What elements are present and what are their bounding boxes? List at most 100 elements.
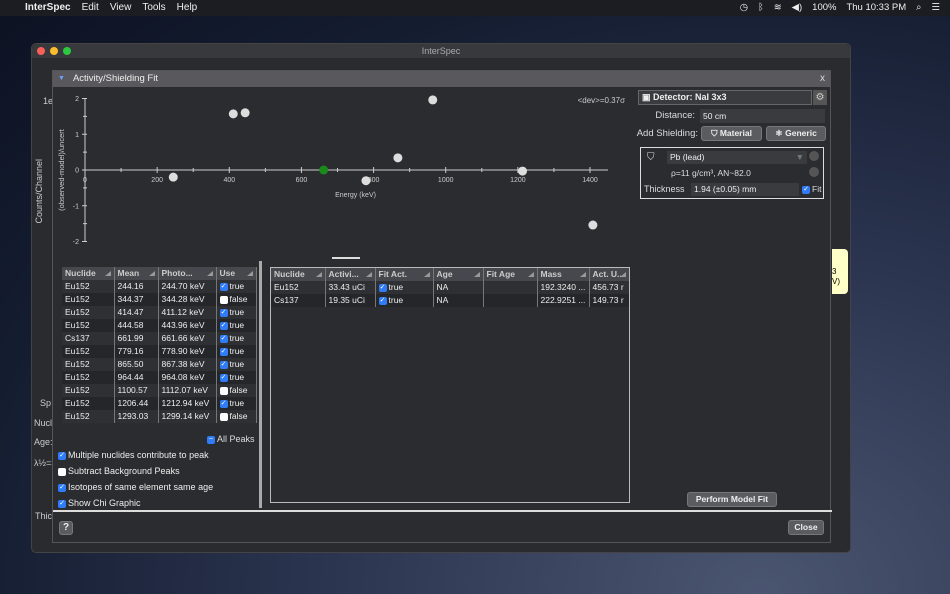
option-checkbox[interactable]: ✓ Multiple nuclides contribute to peak bbox=[58, 450, 209, 460]
zoom-window-button[interactable] bbox=[63, 47, 71, 55]
battery-status[interactable]: 100% bbox=[812, 2, 837, 13]
peak-row[interactable]: Eu152 1206.44 1212.94 keV ✓ true bbox=[62, 397, 257, 410]
collapse-icon[interactable]: ▼ bbox=[58, 75, 65, 82]
fit-activity-checkbox[interactable]: ✓ true bbox=[375, 281, 434, 294]
col-header[interactable]: Mean bbox=[114, 267, 159, 280]
perform-model-fit-button[interactable]: Perform Model Fit bbox=[687, 492, 777, 507]
use-checkbox[interactable]: ✓ true bbox=[216, 371, 257, 384]
sort-icon[interactable] bbox=[148, 271, 155, 276]
col-header[interactable]: Activi... bbox=[325, 268, 376, 281]
fit-activity-checkbox[interactable]: ✓ true bbox=[375, 294, 434, 307]
option-checkbox[interactable]: Subtract Background Peaks bbox=[58, 465, 180, 477]
minimize-window-button[interactable] bbox=[50, 47, 58, 55]
menu-edit[interactable]: Edit bbox=[81, 2, 99, 13]
data-point bbox=[240, 108, 250, 118]
menu-tools[interactable]: Tools bbox=[142, 2, 166, 13]
photopeak-cell: 964.08 keV bbox=[158, 371, 217, 384]
col-header[interactable]: Nuclide bbox=[271, 268, 326, 281]
use-checkbox[interactable]: false bbox=[216, 410, 257, 423]
sort-icon[interactable] bbox=[579, 272, 586, 277]
add-material-button[interactable]: ⛉ Material bbox=[701, 126, 762, 141]
peak-row[interactable]: Eu152 964.44 964.08 keV ✓ true bbox=[62, 371, 257, 384]
peak-row[interactable]: Eu152 1293.03 1299.14 keV false bbox=[62, 410, 257, 423]
sort-icon[interactable] bbox=[619, 272, 626, 277]
wifi-icon[interactable]: ≋ bbox=[773, 2, 782, 13]
peak-row[interactable]: Eu152 344.37 344.28 keV false bbox=[62, 293, 257, 306]
clock[interactable]: Thu 10:33 PM bbox=[846, 2, 907, 13]
all-peaks-checkbox[interactable]: – All Peaks bbox=[207, 433, 255, 445]
fit-thickness-checkbox[interactable]: ✓ Fit bbox=[802, 184, 822, 194]
sort-icon[interactable] bbox=[473, 272, 480, 277]
time-machine-icon[interactable]: ◷ bbox=[739, 2, 748, 13]
peak-row[interactable]: Eu152 779.16 778.90 keV ✓ true bbox=[62, 345, 257, 358]
sort-icon[interactable] bbox=[206, 271, 213, 276]
nuclide-row[interactable]: Cs137 19.35 uCi ✓ true NA 222.9251 ... 149.73 … bbox=[271, 294, 629, 307]
sort-icon[interactable] bbox=[423, 272, 430, 277]
sort-icon[interactable] bbox=[315, 272, 322, 277]
menu-bar: InterSpec Edit View Tools Help ◷ ᛒ ≋ ◀) … bbox=[0, 0, 950, 16]
nuclide-row[interactable]: Eu152 33.43 uCi ✓ true NA 192.3240 ... 456.73 … bbox=[271, 281, 629, 294]
peak-row[interactable]: Eu152 865.50 867.38 keV ✓ true bbox=[62, 358, 257, 371]
close-button[interactable]: Close bbox=[788, 520, 824, 535]
volume-icon[interactable]: ◀) bbox=[791, 2, 803, 13]
peak-row[interactable]: Eu152 1100.57 1112.07 keV false bbox=[62, 384, 257, 397]
dialog-title: Activity/Shielding Fit bbox=[72, 73, 158, 84]
splitter[interactable] bbox=[259, 261, 262, 508]
mean-cell: 779.16 bbox=[114, 345, 159, 358]
gear-icon[interactable]: ⚙ bbox=[813, 90, 827, 105]
peak-row[interactable]: Eu152 414.47 411.12 keV ✓ true bbox=[62, 306, 257, 319]
peak-row[interactable]: Eu152 244.16 244.70 keV ✓ true bbox=[62, 280, 257, 293]
col-header[interactable]: Mass bbox=[537, 268, 590, 281]
material-select[interactable]: Pb (lead) ▼ bbox=[667, 151, 807, 164]
bluetooth-icon[interactable]: ᛒ bbox=[758, 2, 764, 13]
col-header[interactable]: Photo... bbox=[158, 267, 217, 280]
col-header[interactable]: Age bbox=[433, 268, 484, 281]
menu-app[interactable]: InterSpec bbox=[25, 2, 71, 13]
remove-shielding-button[interactable] bbox=[809, 151, 819, 161]
use-checkbox[interactable]: ✓ true bbox=[216, 332, 257, 345]
photopeak-cell: 411.12 keV bbox=[158, 306, 217, 319]
search-icon[interactable]: ⌕ bbox=[916, 2, 922, 13]
distance-input[interactable]: 50 cm bbox=[700, 109, 825, 123]
data-point bbox=[319, 165, 329, 175]
col-header[interactable]: Fit Act. bbox=[375, 268, 434, 281]
use-checkbox[interactable]: false bbox=[216, 384, 257, 397]
use-checkbox[interactable]: ✓ true bbox=[216, 345, 257, 358]
close-window-button[interactable] bbox=[37, 47, 45, 55]
photopeak-cell: 1299.14 keV bbox=[158, 410, 217, 423]
sort-icon[interactable] bbox=[527, 272, 534, 277]
detector-select[interactable]: ▣ Detector: NaI 3x3 bbox=[638, 90, 812, 105]
menu-view[interactable]: View bbox=[109, 2, 132, 13]
sort-icon[interactable] bbox=[104, 271, 111, 276]
shielding-option-button[interactable] bbox=[809, 167, 819, 177]
nuclide-cell: Eu152 bbox=[62, 397, 115, 410]
use-checkbox[interactable]: false bbox=[216, 293, 257, 306]
sort-icon[interactable] bbox=[246, 271, 253, 276]
col-header[interactable]: Fit Age bbox=[483, 268, 538, 281]
use-checkbox[interactable]: ✓ true bbox=[216, 397, 257, 410]
photopeak-cell: 1112.07 keV bbox=[158, 384, 217, 397]
option-checkbox[interactable]: ✓ Show Chi Graphic bbox=[58, 498, 141, 508]
dialog-close-button[interactable]: x bbox=[820, 73, 825, 84]
peak-row[interactable]: Eu152 444.58 443.96 keV ✓ true bbox=[62, 319, 257, 332]
nuclides-table: Nuclide Activi... Fit Act. Age Fit Age Mass Ac… bbox=[271, 268, 629, 307]
list-icon[interactable]: ☰ bbox=[931, 2, 940, 13]
col-header[interactable]: Use bbox=[216, 267, 257, 280]
use-checkbox[interactable]: ✓ true bbox=[216, 306, 257, 319]
use-checkbox[interactable]: ✓ true bbox=[216, 319, 257, 332]
menu-help[interactable]: Help bbox=[176, 2, 198, 13]
dialog-titlebar[interactable]: ▼ Activity/Shielding Fit x bbox=[53, 71, 830, 87]
resize-handle[interactable] bbox=[332, 257, 360, 259]
help-button[interactable]: ? bbox=[59, 521, 73, 535]
sort-icon[interactable] bbox=[365, 272, 372, 277]
peak-row[interactable]: Cs137 661.99 661.66 keV ✓ true bbox=[62, 332, 257, 345]
chi-chart: 0 200 400 600 800 1000 1200 1400 2 1 0 -1 -2 Energy (… bbox=[57, 95, 625, 246]
use-checkbox[interactable]: ✓ true bbox=[216, 358, 257, 371]
option-checkbox[interactable]: ✓ Isotopes of same element same age bbox=[58, 482, 214, 492]
add-generic-button[interactable]: ⚛ Generic bbox=[766, 126, 826, 141]
nuclide-cell: Cs137 bbox=[62, 332, 115, 345]
col-header[interactable]: Nuclide bbox=[62, 267, 115, 280]
use-checkbox[interactable]: ✓ true bbox=[216, 280, 257, 293]
col-header[interactable]: Act. U.. bbox=[589, 268, 629, 281]
thickness-input[interactable]: 1.94 (±0.05) mm bbox=[691, 183, 799, 196]
